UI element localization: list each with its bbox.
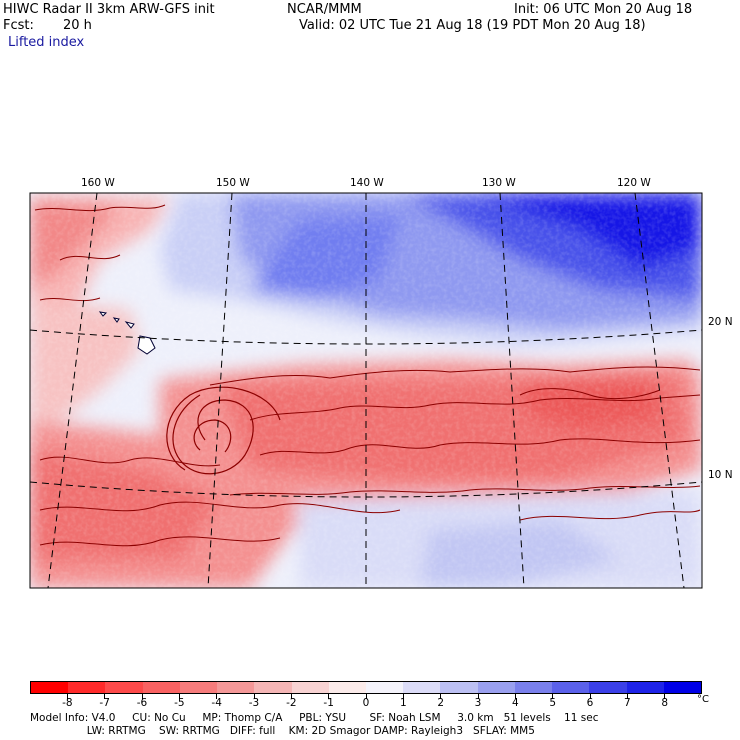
model-info-line1: Model Info: V4.0 CU: No Cu MP: Thomp C/A… xyxy=(30,712,599,724)
colorbar-label: -8 xyxy=(62,697,73,709)
colorbar-tick xyxy=(66,694,68,699)
colorbar-unit: °C xyxy=(697,694,709,705)
model-title: HIWC Radar II 3km ARW-GFS init xyxy=(3,2,215,17)
lon-label-150w: 150 W xyxy=(216,177,250,189)
colorbar-segment xyxy=(440,682,478,693)
colorbar-segment xyxy=(328,682,366,693)
colorbar-label: -5 xyxy=(174,697,185,709)
valid-time: Valid: 02 UTC Tue 21 Aug 18 (19 PDT Mon … xyxy=(299,18,646,33)
colorbar-label: -4 xyxy=(211,697,222,709)
colorbar-tick xyxy=(664,694,666,699)
colorbar-tick xyxy=(216,694,218,699)
colorbar-segment xyxy=(626,682,664,693)
colorbar-label: 2 xyxy=(437,697,444,709)
colorbar-tick xyxy=(328,694,330,699)
colorbar-label: -6 xyxy=(136,697,148,709)
colorbar-label: 1 xyxy=(399,697,407,709)
lon-line-150w xyxy=(207,193,233,588)
colorbar-tick xyxy=(290,694,292,699)
colorbar-tick xyxy=(440,694,442,699)
source-label: NCAR/MMM xyxy=(287,2,362,17)
map-field xyxy=(30,193,702,588)
colorbar-label: 8 xyxy=(661,697,668,709)
colorbar-label: 6 xyxy=(586,697,594,709)
init-time: Init: 06 UTC Mon 20 Aug 18 xyxy=(514,2,693,17)
lifted-index-colorbar xyxy=(30,681,702,694)
lon-label-140w: 140 W xyxy=(350,177,384,189)
colorbar-segment xyxy=(663,682,701,693)
contour-lines xyxy=(34,204,701,547)
colorbar-tick xyxy=(552,694,554,699)
lon-label-120w: 120 W xyxy=(617,177,651,189)
colorbar-segment xyxy=(477,682,515,693)
colorbar-segment xyxy=(589,682,627,693)
colorbar-tick xyxy=(626,694,628,699)
colorbar-segment xyxy=(552,682,590,693)
colorbar-segment xyxy=(31,682,69,693)
colorbar-tick xyxy=(477,694,479,699)
colorbar-tick xyxy=(365,694,367,699)
hawaii-islands xyxy=(98,311,156,355)
colorbar-tick xyxy=(104,694,106,699)
colorbar-label: -2 xyxy=(286,697,297,709)
colorbar-tick xyxy=(141,694,143,699)
colorbar-segment xyxy=(403,682,441,693)
colorbar-tick xyxy=(514,694,516,699)
colorbar-label: -3 xyxy=(248,697,260,709)
colorbar-segment xyxy=(142,682,180,693)
colorbar-label: 5 xyxy=(549,697,556,709)
graticule xyxy=(30,193,702,588)
colorbar-label: 4 xyxy=(511,697,519,709)
forecast-hour: 20 h xyxy=(63,18,92,33)
field-name: Lifted index xyxy=(8,35,85,50)
colorbar-tick xyxy=(402,694,404,699)
colorbar-segment xyxy=(179,682,218,693)
colorbar-label: -7 xyxy=(99,697,110,709)
colorbar-segment xyxy=(514,682,553,693)
colorbar-segment xyxy=(291,682,329,693)
model-info-line2: LW: RRTMG SW: RRTMG DIFF: full KM: 2D Sm… xyxy=(30,725,535,737)
colorbar-label: 3 xyxy=(474,697,482,709)
colorbar-tick xyxy=(178,694,180,699)
lat-label-20n: 20 N xyxy=(708,316,733,328)
forecast-label: Fcst: xyxy=(3,18,34,33)
colorbar-segment xyxy=(217,682,255,693)
lon-label-130w: 130 W xyxy=(482,177,516,189)
colorbar-tick xyxy=(253,694,255,699)
colorbar-label: 0 xyxy=(362,697,370,709)
lon-line-120w xyxy=(634,193,685,588)
lon-label-160w: 160 W xyxy=(81,177,115,189)
colorbar-segment xyxy=(254,682,292,693)
lon-line-160w xyxy=(47,193,98,588)
colorbar-segment xyxy=(365,682,404,693)
lat-label-10n: 10 N xyxy=(708,469,733,481)
lon-line-130w xyxy=(499,193,525,588)
cyclone-contours xyxy=(166,386,281,475)
colorbar-label: 7 xyxy=(623,697,631,709)
colorbar-segment xyxy=(105,682,143,693)
map-frame xyxy=(29,192,703,589)
colorbar-segment xyxy=(68,682,106,693)
colorbar-tick xyxy=(589,694,591,699)
colorbar-label: -1 xyxy=(323,697,334,709)
